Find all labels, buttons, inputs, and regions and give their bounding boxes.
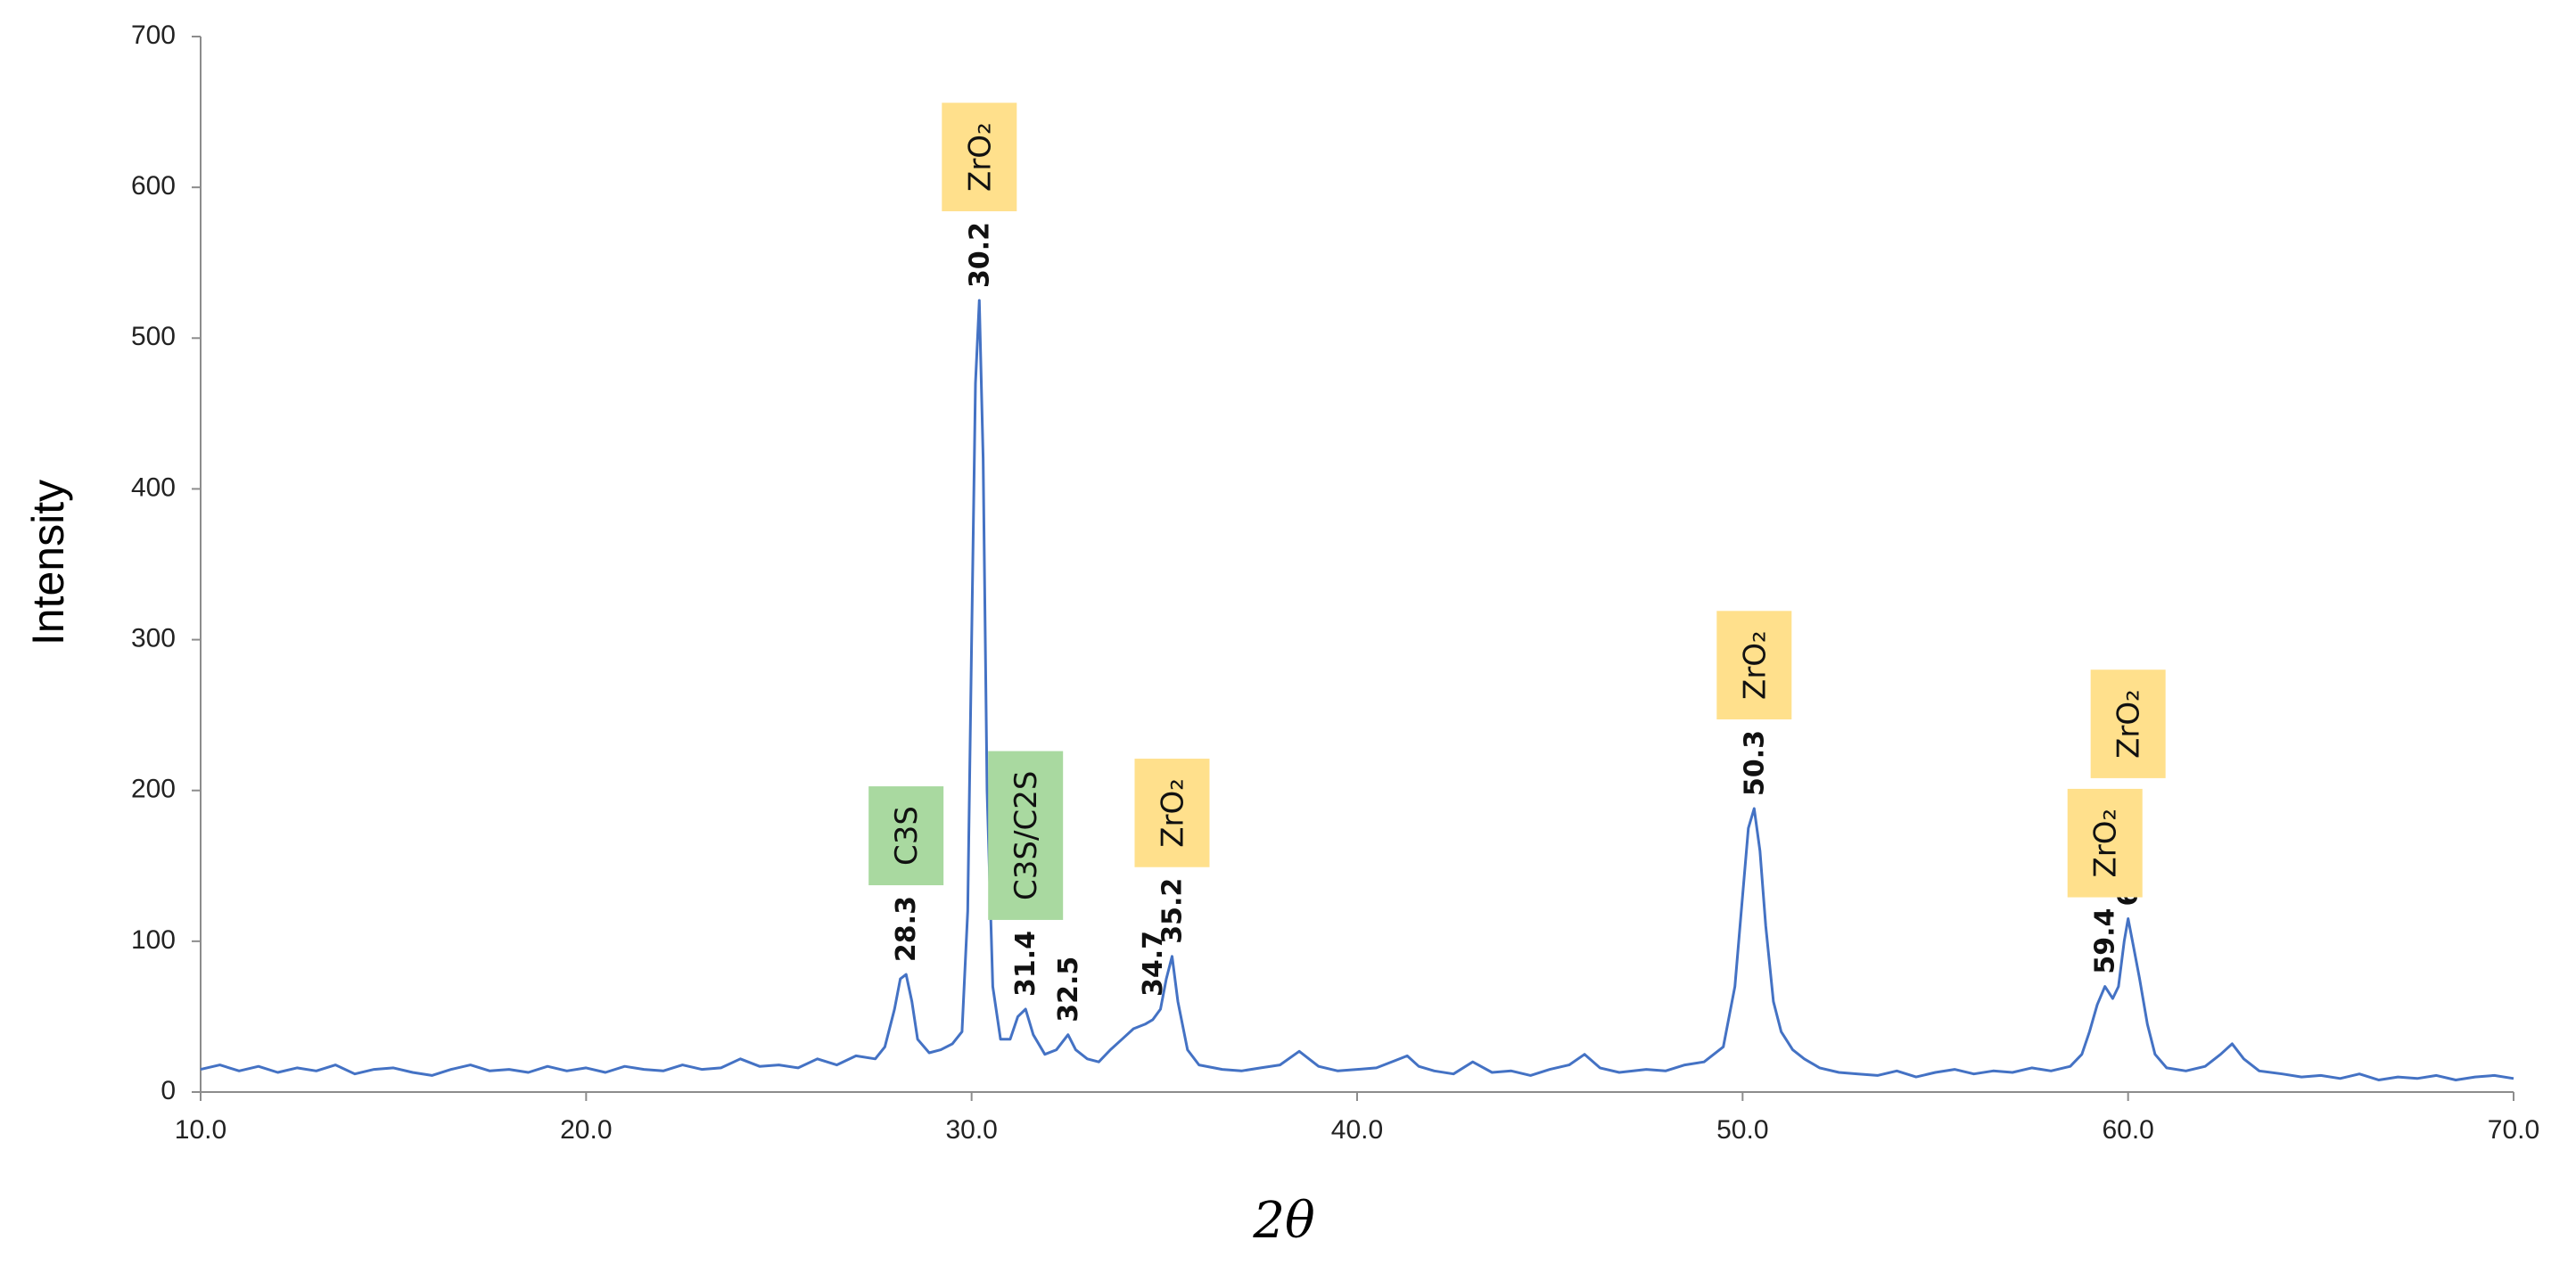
peak-label: 32.5 xyxy=(1053,957,1084,1023)
y-tick-label: 200 xyxy=(131,775,176,804)
phase-box xyxy=(942,103,1017,211)
x-tick-label: 30.0 xyxy=(945,1115,997,1145)
x-tick-label: 20.0 xyxy=(560,1115,612,1145)
phase-text: ZrO₂ xyxy=(1155,778,1190,848)
phase-label: ZrO₂ xyxy=(2067,788,2143,898)
y-tick-label: 400 xyxy=(131,472,176,502)
phase-text: C3S/C2S xyxy=(1008,771,1044,900)
y-axis-label: Intensity xyxy=(23,480,73,645)
phase-label: ZrO₂ xyxy=(1716,611,1792,719)
phase-label: ZrO₂ xyxy=(942,103,1017,211)
peak-label: 35.2 xyxy=(1156,878,1188,944)
y-tick-label: 100 xyxy=(131,925,176,955)
x-tick-label: 40.0 xyxy=(1331,1115,1383,1145)
phase-box xyxy=(2067,788,2143,898)
phase-box xyxy=(988,751,1064,920)
phase-box xyxy=(1134,759,1210,867)
peak-label: 30.2 xyxy=(964,222,995,288)
phase-text: ZrO₂ xyxy=(2088,809,2124,878)
peak-label: 28.3 xyxy=(891,896,922,962)
y-tick-label: 600 xyxy=(131,171,176,201)
y-tick-label: 500 xyxy=(131,322,176,351)
phase-box xyxy=(2090,669,2166,778)
y-tick-label: 0 xyxy=(160,1076,176,1105)
peak-label: 50.3 xyxy=(1739,730,1770,796)
phase-box xyxy=(1716,611,1792,719)
phase-label: C3S xyxy=(868,786,944,886)
data-line xyxy=(200,299,2514,1081)
x-axis-label: 2θ xyxy=(1252,1192,1314,1250)
x-tick-label: 70.0 xyxy=(2488,1115,2539,1145)
peak-label: 34.7 xyxy=(1138,931,1169,997)
phase-box xyxy=(868,786,944,886)
y-tick-label: 300 xyxy=(131,623,176,653)
x-tick-label: 60.0 xyxy=(2102,1115,2153,1145)
phase-label: ZrO₂ xyxy=(1134,759,1210,867)
peak-label: 31.4 xyxy=(1010,931,1041,997)
y-tick-label: 700 xyxy=(131,21,176,50)
phase-text: ZrO₂ xyxy=(2111,689,2147,759)
phase-text: ZrO₂ xyxy=(1737,630,1773,700)
phase-text: C3S xyxy=(889,806,925,866)
phase-text: ZrO₂ xyxy=(962,122,998,192)
phase-label: C3S/C2S xyxy=(988,751,1064,920)
x-tick-label: 10.0 xyxy=(175,1115,226,1145)
peak-label: 59.4 xyxy=(2090,908,2121,974)
phase-label: ZrO₂ xyxy=(2090,669,2166,778)
x-tick-label: 50.0 xyxy=(1716,1115,1768,1145)
